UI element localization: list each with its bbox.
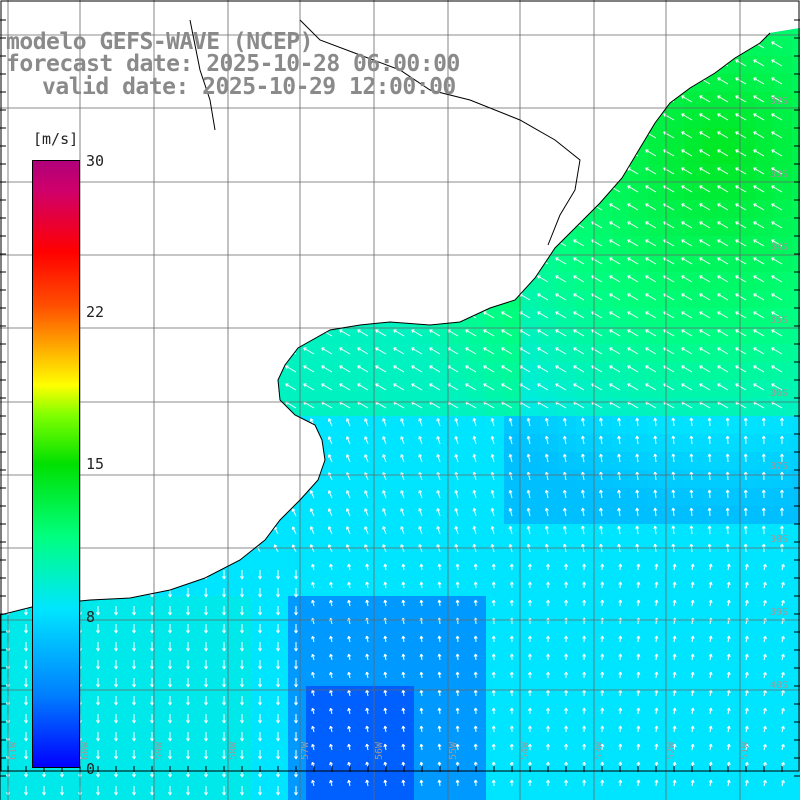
lon-label-56W: 56W — [374, 741, 385, 760]
lat-label-40S: 40S — [770, 680, 788, 691]
lat-label-38S: 38S — [770, 534, 788, 545]
lat-label-36S: 36S — [770, 388, 788, 399]
coastline — [0, 19, 771, 800]
colorbar-tick-30: 30 — [86, 152, 105, 170]
lat-label-37S: 37S — [770, 461, 788, 472]
river-border — [189, 19, 216, 131]
lagoon-shore — [299, 19, 581, 246]
lon-label-61W: 61W — [8, 741, 19, 760]
colorbar-units: [m/s] — [33, 130, 79, 148]
colorbar-tick-8: 8 — [86, 608, 96, 626]
lon-label-53W: 53W — [594, 741, 605, 760]
latitude-labels: 32S 33S 34S 35S 36S 37S 38S 39S 40S — [770, 96, 788, 691]
lon-label-59W: 59W — [154, 741, 165, 760]
land-mask — [0, 0, 800, 322]
lat-label-32S: 32S — [770, 96, 788, 107]
colorbar-tick-0: 0 — [86, 760, 96, 778]
frame-ticks — [0, 0, 800, 777]
lon-label-60W: 60W — [80, 741, 91, 760]
lat-label-33S: 33S — [770, 169, 788, 180]
coastline-path — [0, 32, 771, 800]
lon-label-51W: 51W — [740, 741, 751, 760]
lon-label-54W: 54W — [520, 741, 531, 760]
lon-label-57W: 57W — [300, 741, 311, 760]
lon-label-52W: 52W — [666, 741, 677, 760]
lon-label-55W: 55W — [448, 741, 459, 760]
lon-label-58W: 58W — [228, 741, 239, 760]
map-frame — [0, 0, 800, 772]
lat-label-39S: 39S — [770, 607, 788, 618]
valid-date: valid date: 2025-10-29 12:00:00 — [42, 74, 456, 100]
lat-label-34S: 34S — [770, 242, 788, 253]
longitude-labels: 61W 60W 59W 58W 57W 56W 55W 54W 53W 52W 51W — [8, 741, 751, 760]
lat-label-35S: 35S — [770, 315, 788, 326]
colorbar-tick-22: 22 — [86, 303, 105, 321]
colorbar-legend: [m/s] 30 22 15 8 0 — [0, 120, 120, 800]
model-title: modelo GEFS-WAVE (NCEP) — [6, 29, 314, 55]
colorbar-tick-15: 15 — [86, 455, 105, 473]
colorbar-gradient — [32, 160, 80, 768]
forecast-date: forecast date: 2025-10-28 06:00:00 — [6, 51, 460, 77]
land-area — [0, 0, 800, 322]
